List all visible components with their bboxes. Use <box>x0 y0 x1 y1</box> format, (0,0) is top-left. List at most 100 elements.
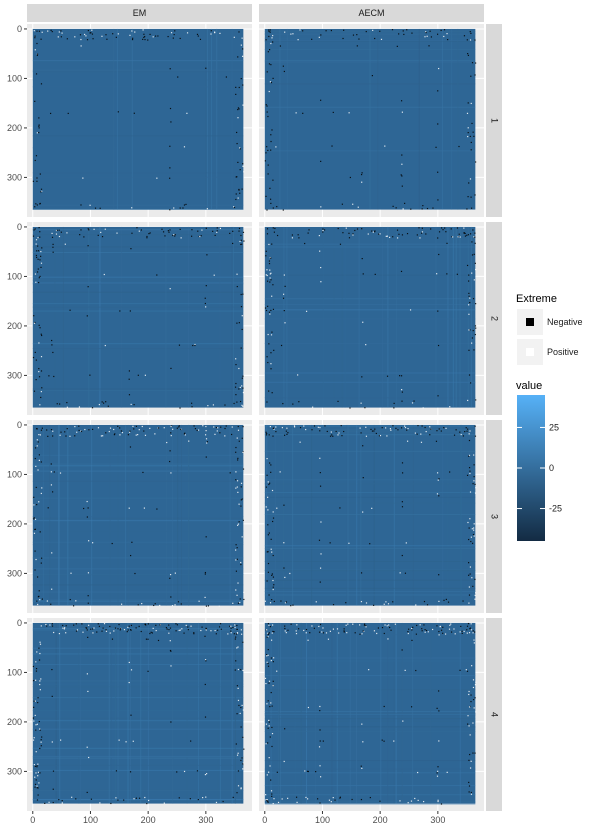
extreme-speck <box>469 430 471 432</box>
extreme-speck <box>51 741 53 743</box>
extreme-speck <box>419 624 421 626</box>
extreme-speck <box>299 441 301 443</box>
extreme-speck <box>465 427 467 429</box>
strip-col-bg-0 <box>27 4 252 22</box>
y-tick-label-3-0: 0 <box>17 618 22 628</box>
extreme-speck <box>292 403 294 405</box>
extreme-speck <box>467 715 469 717</box>
extreme-speck <box>66 406 69 408</box>
extreme-speck <box>169 577 171 579</box>
extreme-speck <box>57 36 59 38</box>
extreme-speck <box>432 207 434 209</box>
extreme-speck <box>169 107 172 110</box>
extreme-speck <box>267 534 269 536</box>
tile-stripe <box>356 622 358 804</box>
extreme-speck <box>420 433 422 435</box>
extreme-speck <box>183 204 186 206</box>
extreme-speck <box>127 626 129 629</box>
extreme-speck <box>405 542 407 544</box>
extreme-speck <box>135 425 138 427</box>
extreme-speck <box>428 45 430 47</box>
extreme-speck <box>242 709 244 711</box>
extreme-speck <box>372 231 374 233</box>
extreme-speck <box>473 236 475 238</box>
extreme-speck <box>272 207 274 209</box>
extreme-speck <box>374 230 376 232</box>
extreme-speck <box>271 624 274 626</box>
extreme-speck <box>240 726 242 728</box>
extreme-speck <box>272 586 274 588</box>
extreme-speck <box>35 667 38 670</box>
extreme-speck <box>38 125 40 127</box>
strip-row-label-3: 4 <box>490 712 500 717</box>
extreme-speck <box>240 759 242 762</box>
extreme-speck <box>174 233 176 236</box>
extreme-speck <box>404 425 406 427</box>
extreme-speck <box>36 250 38 252</box>
extreme-speck <box>401 389 403 391</box>
extreme-speck <box>96 631 98 633</box>
extreme-speck <box>35 239 38 241</box>
extreme-speck <box>271 489 274 492</box>
tile-stripe <box>99 226 101 408</box>
tile-stripe <box>264 496 476 498</box>
tile-stripe <box>32 279 244 281</box>
extreme-speck <box>268 594 270 596</box>
extreme-speck <box>36 600 38 602</box>
extreme-speck <box>35 486 37 489</box>
extreme-speck <box>295 112 297 114</box>
extreme-speck <box>141 425 143 428</box>
extreme-speck <box>410 208 412 210</box>
extreme-speck <box>318 631 321 633</box>
extreme-speck <box>270 202 272 205</box>
extreme-speck <box>75 600 77 602</box>
extreme-speck <box>33 322 36 324</box>
extreme-speck <box>130 403 132 406</box>
extreme-speck <box>341 203 343 205</box>
extreme-speck <box>205 306 207 308</box>
extreme-speck <box>290 605 292 607</box>
extreme-speck <box>273 428 275 430</box>
extreme-speck <box>319 457 321 459</box>
extreme-speck <box>468 527 470 529</box>
extreme-speck <box>273 349 275 351</box>
extreme-speck <box>38 371 40 373</box>
extreme-speck <box>473 279 475 281</box>
extreme-speck <box>467 135 469 138</box>
extreme-speck <box>240 505 242 507</box>
extreme-speck <box>230 630 232 632</box>
extreme-speck <box>462 435 465 437</box>
extreme-speck <box>273 231 275 233</box>
tile-stripe <box>32 86 244 88</box>
extreme-speck <box>284 627 286 630</box>
extreme-speck <box>268 260 271 262</box>
extreme-speck <box>129 771 132 773</box>
extreme-speck <box>468 594 471 596</box>
extreme-speck <box>446 771 448 773</box>
extreme-speck <box>162 231 165 233</box>
legend-extreme: Extreme Negative Positive <box>516 293 583 365</box>
extreme-speck <box>437 479 439 481</box>
extreme-speck <box>87 245 89 247</box>
extreme-speck <box>271 129 273 131</box>
extreme-speck <box>39 202 41 205</box>
tile-stripe <box>264 634 476 636</box>
extreme-speck <box>266 146 268 148</box>
extreme-speck <box>469 753 471 756</box>
extreme-speck <box>190 625 192 627</box>
extreme-speck <box>401 554 403 557</box>
extreme-speck <box>237 107 240 109</box>
extreme-speck <box>270 149 272 151</box>
extreme-speck <box>48 801 50 803</box>
extreme-speck <box>379 800 381 802</box>
extreme-speck <box>242 768 244 770</box>
extreme-speck <box>335 430 337 433</box>
extreme-speck <box>270 309 272 311</box>
extreme-speck <box>438 574 440 576</box>
extreme-speck <box>40 370 43 372</box>
extreme-speck <box>171 604 174 607</box>
extreme-speck <box>473 135 475 137</box>
tile-stripe <box>205 28 207 210</box>
extreme-speck <box>439 625 441 628</box>
extreme-speck <box>417 424 419 427</box>
